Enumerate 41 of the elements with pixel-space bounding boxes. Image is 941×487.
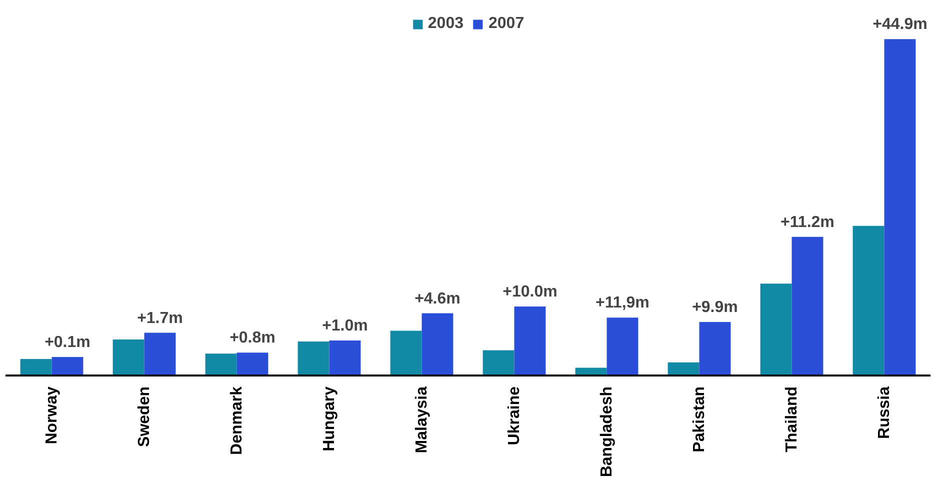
bar <box>298 342 330 376</box>
x-tick-label: Bangladesh <box>598 386 616 478</box>
bar <box>205 354 237 376</box>
bar <box>20 359 52 376</box>
x-tick-label: Hungary <box>320 386 338 452</box>
annotation: +0.1m <box>44 334 90 351</box>
bar <box>514 306 546 376</box>
legend-label: 2003 <box>428 15 464 33</box>
legend-label: 2007 <box>488 15 524 33</box>
x-tick-label: Thailand <box>783 386 800 452</box>
x-tick-label: Sweden <box>136 386 153 447</box>
bar <box>699 322 731 376</box>
bar <box>760 284 792 376</box>
x-tick-label: Malaysia <box>413 386 430 454</box>
annotation: +44.9m <box>872 16 928 34</box>
annotation: +11.2m <box>780 214 834 231</box>
x-tick-label: Denmark <box>228 386 246 455</box>
x-tick-label: Ukraine <box>506 386 523 446</box>
bar <box>236 352 268 376</box>
bar <box>329 340 361 376</box>
bar <box>482 350 514 376</box>
bar <box>422 313 454 376</box>
bar <box>606 318 638 376</box>
annotation: +4.6m <box>414 290 460 308</box>
bar <box>112 340 144 376</box>
annotation: +0.8m <box>230 330 276 347</box>
bar <box>144 332 176 376</box>
bar <box>792 236 824 376</box>
bar <box>52 357 84 376</box>
x-tick-label: Norway <box>43 386 60 444</box>
annotation: +10.0m <box>502 284 558 301</box>
annotation: +1.0m <box>322 318 368 335</box>
x-tick-label: Pakistan <box>690 386 708 452</box>
annotation: +11,9m <box>596 294 650 312</box>
bar <box>668 362 700 376</box>
x-tick-label: Russia <box>876 386 893 439</box>
annotation: +9.9m <box>692 299 738 316</box>
bar <box>884 39 916 376</box>
bar <box>390 330 422 376</box>
bar <box>852 226 884 376</box>
annotation: +1.7m <box>137 310 183 327</box>
